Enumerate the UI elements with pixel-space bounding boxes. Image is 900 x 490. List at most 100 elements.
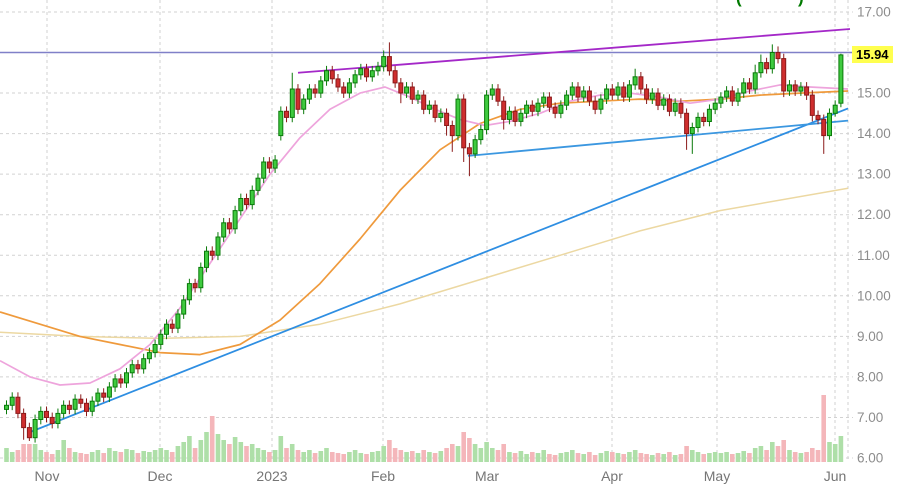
volume-bar-up [507, 452, 512, 462]
volume-bar-down [392, 448, 398, 462]
candle-up [181, 299, 187, 315]
candle-up [318, 80, 324, 94]
volume-bar-down [764, 450, 769, 462]
volume-bar-up [129, 450, 135, 462]
volume-bar-down [118, 452, 124, 462]
y-axis-label: 8.00 [857, 369, 883, 384]
candle-down [135, 364, 141, 370]
candle-up [661, 98, 667, 106]
candle-down [101, 392, 107, 398]
candle-down [226, 222, 232, 230]
candle-down [284, 110, 289, 118]
candle-up [112, 378, 118, 388]
candle-up [9, 396, 15, 406]
candle-down [209, 250, 215, 256]
candle-up [706, 108, 712, 123]
candle-up [61, 404, 67, 414]
volume-bar-down [364, 454, 369, 462]
x-axis-month-label: Dec [148, 468, 173, 484]
volume-bar-down [655, 453, 661, 462]
ma-fast-pink [0, 84, 849, 386]
candle-up [558, 104, 564, 114]
volume-bar-up [141, 451, 146, 462]
volume-bar-up [787, 450, 792, 462]
volume-bar-up [249, 444, 255, 462]
candle-up [569, 86, 575, 96]
ma-slow-cream [0, 187, 849, 340]
candle-up [604, 88, 610, 100]
volume-bar-up [570, 450, 575, 462]
candle-up [158, 333, 164, 345]
candle-up [827, 112, 832, 137]
x-axis-month-label: 2023 [256, 468, 287, 484]
candle-down [512, 110, 518, 122]
candle-up [72, 398, 78, 410]
candle-up [261, 161, 267, 179]
candle-down [781, 58, 787, 92]
candle-down [546, 96, 552, 108]
volume-bar-up [695, 452, 701, 462]
volume-bar-up [752, 448, 758, 462]
candle-up [4, 404, 9, 410]
candle-up [358, 68, 364, 76]
volume-bar-up [827, 442, 832, 462]
candle-down [449, 125, 455, 137]
volume-bar-up [261, 450, 266, 462]
volume-bar-down [461, 432, 466, 462]
volume-bar-up [215, 434, 221, 462]
volume-bar-up [272, 450, 278, 462]
volume-bar-down [530, 452, 535, 462]
candle-up [484, 94, 490, 131]
volume-bar-down [312, 453, 318, 462]
candle-up [695, 116, 701, 129]
volume-bar-down [398, 450, 404, 462]
volume-bar-up [181, 442, 186, 462]
volume-bar-up [38, 450, 44, 462]
volume-bar-down [44, 452, 49, 462]
candle-up [581, 90, 587, 98]
volume-bar-up [375, 451, 381, 462]
volume-bar-up [72, 452, 78, 462]
volume-bar-down [781, 440, 786, 462]
candle-up [32, 419, 38, 439]
volume-bar-down [267, 452, 272, 462]
candle-up [455, 98, 461, 137]
volume-bar-up [707, 453, 712, 462]
volume-bar-down [67, 448, 72, 462]
candle-up [832, 104, 838, 114]
candle-down [804, 86, 810, 96]
volume-bar-up [55, 450, 61, 462]
volume-bar-up [650, 455, 655, 462]
volume-bar-up [427, 452, 432, 462]
volume-bar-up [221, 440, 226, 462]
y-axis-label: 17.00 [857, 4, 891, 19]
volume-bar-down [27, 444, 32, 462]
candle-down [701, 116, 707, 123]
volume-bar-up [672, 455, 678, 462]
candle-down [621, 86, 627, 98]
volume-bar-down [341, 454, 346, 462]
volume-bar-up [107, 448, 112, 462]
candle-up [152, 344, 158, 354]
candle-down [15, 396, 21, 414]
volume-bar-down [432, 453, 438, 462]
candle-down [792, 84, 798, 92]
volume-bar-up [89, 452, 95, 462]
volume-bar-down [192, 448, 198, 462]
volume-bar-up [541, 450, 546, 462]
candle-down [552, 106, 558, 114]
volume-bar-down [678, 454, 684, 462]
candle-up [426, 104, 432, 110]
candle-down [84, 402, 89, 412]
x-axis-month-label: Apr [601, 468, 623, 484]
candle-down [432, 104, 438, 118]
volume-bar-up [61, 440, 66, 462]
volume-bar-down [547, 454, 552, 462]
candle-down [244, 198, 249, 206]
volume-bar-down [495, 450, 501, 462]
candle-down [678, 102, 684, 114]
y-axis-label: 9.00 [857, 329, 883, 344]
candle-up [324, 70, 329, 82]
volume-bar-up [147, 452, 152, 462]
